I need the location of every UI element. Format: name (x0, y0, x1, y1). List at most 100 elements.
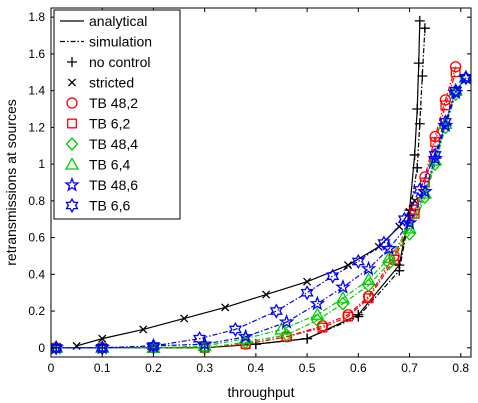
series-line (56, 66, 457, 349)
data-point (394, 265, 405, 276)
y-tick-label: 1.4 (28, 84, 45, 98)
legend-entry: TB 48,2 (66, 95, 138, 111)
y-tick-label: 1.2 (28, 120, 45, 134)
data-point (335, 279, 351, 294)
data-point (449, 61, 462, 73)
series-line (56, 77, 467, 349)
legend-label: TB 48,6 (89, 177, 138, 193)
data-point (381, 240, 397, 256)
ticks-layer: 0 0.1 0.2 0.3 0.4 0.5 0.6 0.7 0.8 0 0.2 0.4 0.6 0.8 1 1… (28, 8, 471, 375)
data-point (417, 183, 433, 199)
data-point (300, 285, 314, 301)
x-tick-label: 0.8 (452, 361, 469, 375)
legend-marker (67, 57, 77, 67)
legend-label: no control (89, 54, 150, 70)
y-tick-label: 0.8 (28, 194, 45, 208)
legend-marker (65, 137, 79, 151)
data-point (317, 322, 328, 333)
y-tick-label: 1.6 (28, 47, 45, 61)
data-point (414, 15, 425, 26)
x-tick-label: 0.5 (299, 361, 316, 375)
legend-marker (64, 157, 80, 170)
data-point (98, 334, 107, 343)
x-tick-label: 0.2 (145, 361, 162, 375)
data-point (180, 314, 189, 323)
data-point (302, 333, 313, 344)
data-point (237, 328, 254, 344)
y-axis-label: retransmissions at sources (3, 99, 19, 266)
series-layer (51, 15, 471, 356)
data-point (72, 341, 81, 351)
data-point (397, 211, 412, 227)
legend-label: analytical (89, 13, 147, 29)
data-point (262, 290, 271, 299)
data-point (221, 303, 230, 312)
y-tick-label: 0.2 (28, 304, 45, 318)
y-tick-label: 0 (38, 341, 45, 355)
data-point (336, 296, 350, 311)
data-point (363, 293, 374, 304)
legend-label: TB 48,2 (89, 95, 138, 111)
x-tick-label: 0.1 (94, 361, 111, 375)
series-line (56, 77, 467, 349)
data-point (326, 268, 340, 284)
data-point (395, 222, 404, 231)
data-point (413, 58, 424, 69)
legend-label: TB 6,4 (89, 157, 130, 173)
data-point (139, 325, 148, 334)
data-point (419, 23, 430, 34)
legend-entry: no control (67, 54, 150, 70)
data-point (146, 338, 161, 354)
data-point (353, 311, 364, 322)
data-point (381, 250, 397, 263)
data-point (403, 226, 416, 241)
y-tick-label: 1.8 (28, 10, 45, 24)
legend-marker (65, 197, 79, 214)
data-point (192, 331, 207, 347)
data-point (409, 204, 421, 216)
data-point (458, 70, 471, 83)
data-point (316, 320, 329, 332)
data-point (409, 208, 420, 219)
y-tick-label: 0.4 (28, 267, 45, 281)
data-point (361, 272, 376, 286)
legend-box (53, 9, 181, 220)
data-point (228, 321, 242, 338)
legend-label: stricted (89, 75, 134, 91)
plot-frame (50, 7, 472, 358)
data-point (274, 322, 289, 335)
data-point (95, 340, 110, 353)
legend-entry: TB 48,4 (65, 136, 138, 152)
data-point (309, 295, 326, 311)
legend: analytical simulation no control stricted TB… (53, 9, 181, 220)
legend-entry: stricted (67, 75, 134, 91)
legend-marker (67, 78, 77, 87)
legend-entry: analytical (60, 13, 147, 29)
y-tick-label: 0.6 (28, 231, 45, 245)
data-point (303, 277, 312, 286)
series-tb-6-6 (51, 70, 471, 356)
legend-entry: TB 6,4 (64, 157, 130, 173)
data-point (343, 311, 354, 322)
y-tick-label: 1 (38, 157, 45, 171)
data-point (450, 67, 461, 78)
data-point (280, 327, 293, 342)
legend-entry: TB 48,6 (64, 176, 138, 193)
data-point (417, 70, 428, 81)
legend-marker (66, 97, 78, 109)
data-point (440, 100, 451, 111)
legend-label: TB 6,2 (89, 116, 130, 132)
series-line (56, 77, 467, 349)
data-point (382, 256, 396, 271)
data-point (414, 118, 425, 129)
legend-marker (67, 118, 77, 129)
x-axis-label: throughput (228, 384, 295, 400)
legend-entry: TB 6,2 (67, 116, 130, 132)
data-point (310, 313, 324, 328)
data-point (428, 147, 442, 163)
data-point (310, 307, 325, 320)
data-point (412, 162, 423, 173)
x-tick-label: 0 (48, 361, 55, 375)
data-point (459, 70, 471, 86)
data-point (401, 214, 418, 230)
